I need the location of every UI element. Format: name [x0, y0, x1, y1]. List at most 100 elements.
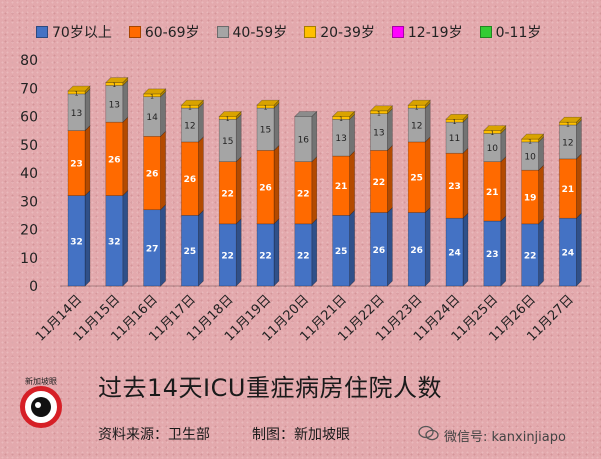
- bar-side: [576, 212, 582, 287]
- y-tick-label: 0: [29, 279, 38, 295]
- data-label: 16: [298, 136, 310, 146]
- bar-side: [462, 212, 469, 287]
- data-label: 12: [184, 121, 195, 131]
- chart-legend: 70岁以上 60-69岁 40-59岁 20-39岁 12-19岁 0-11岁: [36, 22, 558, 42]
- data-label: 25: [335, 247, 348, 257]
- bar-segment: [256, 223, 275, 287]
- bar-side: [160, 91, 166, 137]
- data-label: 1: [150, 93, 154, 100]
- data-label: 22: [297, 251, 310, 261]
- data-label: 19: [524, 194, 537, 204]
- data-label: 22: [297, 189, 310, 199]
- data-label: 26: [259, 184, 272, 194]
- bar-side: [500, 127, 507, 163]
- legend-item: 70岁以上: [36, 22, 112, 42]
- data-label: 13: [109, 100, 120, 110]
- bar-side: [160, 204, 166, 287]
- bar-segment: [332, 155, 350, 216]
- chart-maker: 制图：新加坡眼: [252, 427, 350, 443]
- data-label: 26: [108, 155, 121, 165]
- data-label: 26: [410, 246, 423, 256]
- y-tick-label: 50: [20, 138, 38, 154]
- bar-side: [160, 130, 166, 211]
- data-label: 13: [335, 134, 346, 144]
- data-label: 12: [562, 138, 573, 148]
- bar-segment: [256, 107, 275, 151]
- bar-side: [235, 155, 242, 225]
- bar-segment: [143, 209, 161, 287]
- legend-item: 12-19岁: [391, 22, 463, 42]
- y-tick-label: 70: [20, 81, 38, 97]
- bar-segment: [445, 121, 464, 154]
- data-label: 1: [226, 116, 230, 123]
- bar-side: [387, 144, 393, 214]
- bar-side: [462, 116, 469, 154]
- bar-side: [122, 189, 129, 287]
- legend-label: 0-11岁: [495, 25, 542, 41]
- bar-side: [122, 116, 129, 197]
- legend-item: 0-11岁: [479, 22, 542, 42]
- bar-top: [180, 99, 205, 106]
- data-label: 13: [373, 129, 384, 139]
- data-label: 1: [264, 105, 268, 112]
- legend-swatch: [479, 26, 492, 38]
- footer-title: 过去14天ICU重症病房住院人数: [98, 374, 442, 402]
- data-label: 26: [146, 170, 159, 180]
- bar-side: [273, 102, 280, 152]
- bar-side: [311, 218, 318, 287]
- y-tick-label: 60: [20, 110, 38, 126]
- data-label: 25: [410, 174, 423, 184]
- data-label: 15: [260, 126, 271, 136]
- bar-side: [349, 113, 355, 157]
- data-label: 1: [377, 110, 381, 117]
- legend-label: 20-39岁: [320, 25, 375, 41]
- data-source: 资料来源：卫生部: [98, 427, 210, 443]
- data-label: 23: [486, 250, 499, 260]
- bar-side: [538, 164, 544, 225]
- legend-item: 20-39岁: [304, 22, 375, 42]
- bar-top: [294, 111, 318, 117]
- bar-side: [500, 155, 507, 222]
- data-label: 24: [448, 249, 461, 259]
- bar-top: [483, 125, 507, 131]
- bar-side: [387, 107, 393, 152]
- bar-top: [407, 99, 431, 106]
- bar-top: [67, 85, 91, 92]
- data-label: 22: [373, 178, 386, 188]
- bar-side: [576, 153, 582, 219]
- data-label: 12: [411, 121, 422, 131]
- data-label: 14: [146, 113, 158, 123]
- legend-swatch: [304, 26, 317, 38]
- bar-side: [273, 144, 280, 225]
- data-label: 32: [108, 237, 121, 247]
- data-label: 21: [486, 188, 499, 198]
- data-label: 13: [71, 109, 82, 119]
- bar-segment: [407, 107, 426, 143]
- wechat-label: 微信号: kanxinjiapo: [444, 429, 566, 445]
- bar-side: [273, 218, 280, 287]
- legend-swatch: [391, 26, 404, 38]
- bar-top: [105, 77, 129, 83]
- data-label: 22: [221, 189, 234, 199]
- legend-label: 60-69岁: [144, 25, 200, 41]
- logo-text: 新加坡眼: [25, 377, 57, 386]
- bar-side: [462, 147, 469, 219]
- legend-item: 60-69岁: [128, 22, 200, 42]
- data-label: 24: [562, 249, 575, 259]
- data-label: 11: [449, 134, 460, 144]
- bar-top: [445, 114, 469, 120]
- legend-swatch: [36, 26, 48, 38]
- bar-side: [311, 110, 318, 163]
- bar-side: [576, 119, 582, 160]
- data-label: 23: [448, 182, 461, 192]
- bar-side: [84, 189, 91, 287]
- legend-item: 40-59岁: [216, 22, 287, 42]
- bar-side: [349, 209, 355, 287]
- bar-side: [349, 150, 355, 217]
- bar-side: [424, 102, 431, 143]
- bar-side: [538, 218, 544, 287]
- bar-top: [218, 111, 242, 117]
- data-label: 1: [75, 91, 79, 98]
- bar-side: [198, 209, 204, 287]
